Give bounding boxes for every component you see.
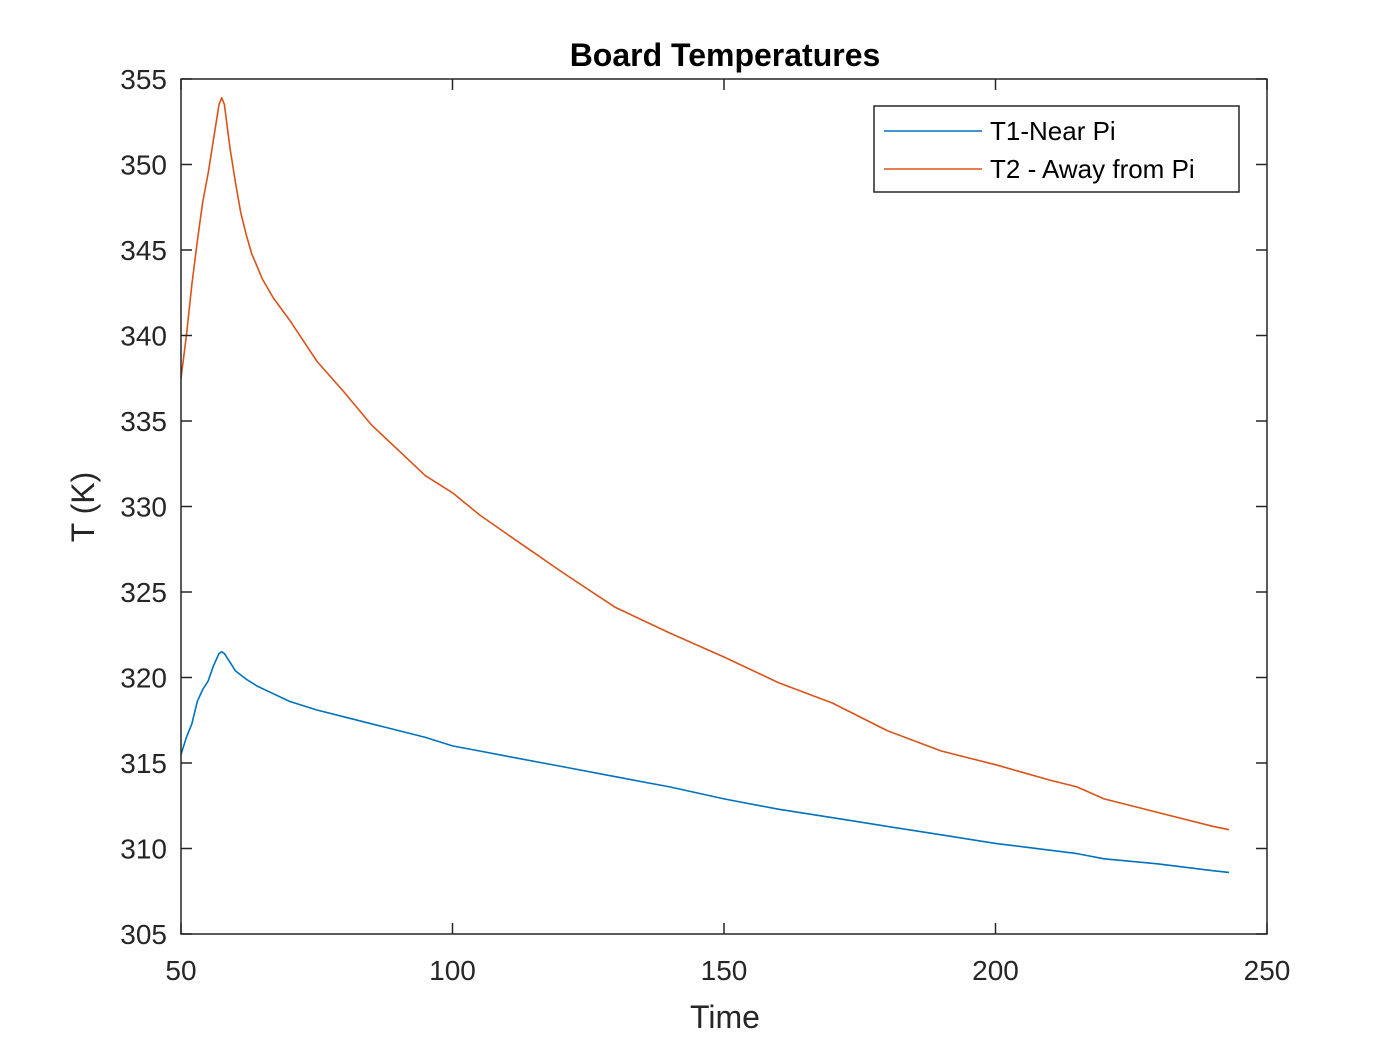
y-tick-label: 340: [120, 321, 167, 352]
legend-label-1: T1-Near Pi: [990, 116, 1116, 146]
x-tick-label: 200: [972, 955, 1019, 986]
y-tick-label: 310: [120, 834, 167, 865]
y-tick-label: 330: [120, 492, 167, 523]
x-axis-label: Time: [690, 999, 760, 1035]
series-line-1: [180, 651, 1230, 874]
y-tick-label: 355: [120, 64, 167, 95]
y-tick-label: 335: [120, 406, 167, 437]
y-tick-label: 350: [120, 150, 167, 181]
series-line-2: [180, 97, 1230, 831]
legend-box: [873, 105, 1240, 193]
legend: T1-Near Pi T2 - Away from Pi: [873, 105, 1240, 193]
chart-title: Board Temperatures: [570, 37, 881, 73]
y-tick-label: 345: [120, 235, 167, 266]
y-tick-label: 320: [120, 663, 167, 694]
x-tick-label: 150: [701, 955, 748, 986]
x-tick-label: 250: [1244, 955, 1291, 986]
y-tick-label: 325: [120, 577, 167, 608]
x-tick-label: 100: [429, 955, 476, 986]
axes-box: [180, 78, 1268, 935]
x-tick-label: 50: [165, 955, 196, 986]
y-tick-label: 305: [120, 919, 167, 950]
legend-label-2: T2 - Away from Pi: [990, 154, 1195, 184]
plot-area: 50 100 150 200 250 305 310 315 320 325 330 335 340 34…: [120, 64, 1290, 986]
y-tick-label: 315: [120, 748, 167, 779]
y-axis-label: T (K): [65, 472, 101, 543]
